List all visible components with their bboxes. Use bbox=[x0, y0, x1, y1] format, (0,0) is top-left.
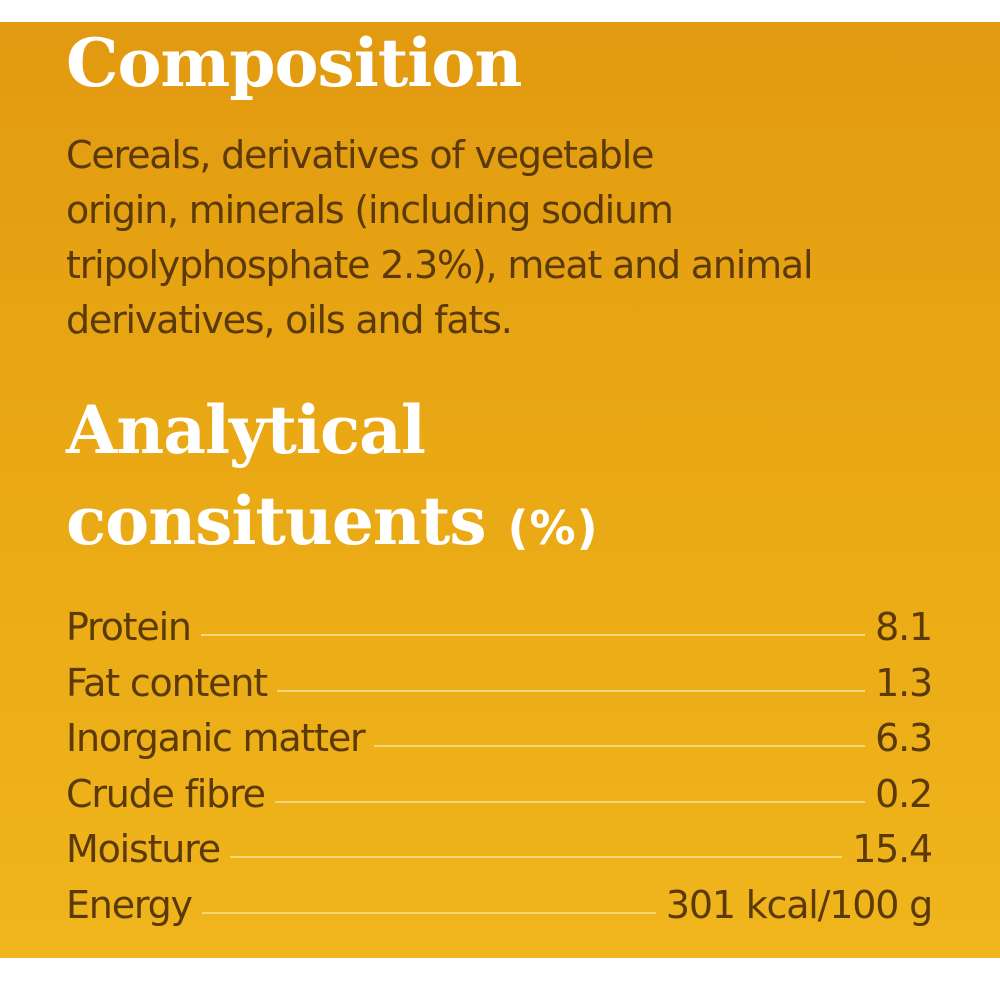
analytical-title: consituents (%) bbox=[66, 488, 599, 554]
title-line: consituents bbox=[66, 482, 487, 560]
composition-title: Composition bbox=[66, 24, 522, 102]
constituent-name: Inorganic matter bbox=[66, 716, 366, 761]
leader-line bbox=[276, 689, 866, 692]
constituent-name: Moisture bbox=[66, 827, 221, 872]
text-line: Cereals, derivatives of vegetable bbox=[66, 133, 654, 177]
leader-line bbox=[201, 911, 656, 914]
constituent-value: 6.3 bbox=[875, 716, 933, 761]
constituent-row: Energy 301 kcal/100 g bbox=[66, 882, 933, 939]
constituent-name: Protein bbox=[66, 605, 192, 649]
constituent-row: Inorganic matter 6.3 bbox=[66, 716, 933, 772]
constituent-value: 1.3 bbox=[875, 660, 933, 705]
leader-line bbox=[229, 856, 843, 859]
text-line: derivatives, oils and fats. bbox=[66, 298, 513, 342]
analytical-title: Analytical bbox=[66, 391, 426, 469]
constituent-value: 0.2 bbox=[875, 771, 933, 816]
label-panel: Composition Cereals, derivatives of vege… bbox=[0, 22, 1000, 958]
leader-line bbox=[274, 800, 866, 803]
constituents-table: Protein 8.1 Fat content 1.3 Inorganic matter… bbox=[66, 605, 933, 939]
constituent-value: 15.4 bbox=[852, 827, 933, 872]
constituent-row: Protein 8.1 bbox=[66, 605, 933, 661]
constituent-name: Crude fibre bbox=[66, 771, 266, 816]
text-line: tripolyphosphate 2.3%), meat and animal bbox=[66, 243, 814, 287]
leader-line bbox=[374, 745, 866, 748]
composition-text: Cereals, derivatives of vegetable origin… bbox=[66, 128, 966, 348]
constituent-name: Energy bbox=[66, 882, 193, 927]
constituent-row: Moisture 15.4 bbox=[66, 827, 933, 883]
unit: (%) bbox=[507, 501, 599, 555]
text-line: origin, minerals (including sodium bbox=[66, 188, 674, 232]
constituent-row: Crude fibre 0.2 bbox=[66, 771, 933, 828]
constituent-name: Fat content bbox=[66, 660, 268, 705]
constituent-row: Fat content 1.3 bbox=[66, 660, 933, 717]
leader-line bbox=[200, 634, 866, 636]
constituent-value: 8.1 bbox=[875, 605, 933, 649]
constituent-value: 301 kcal/100 g bbox=[665, 882, 933, 927]
